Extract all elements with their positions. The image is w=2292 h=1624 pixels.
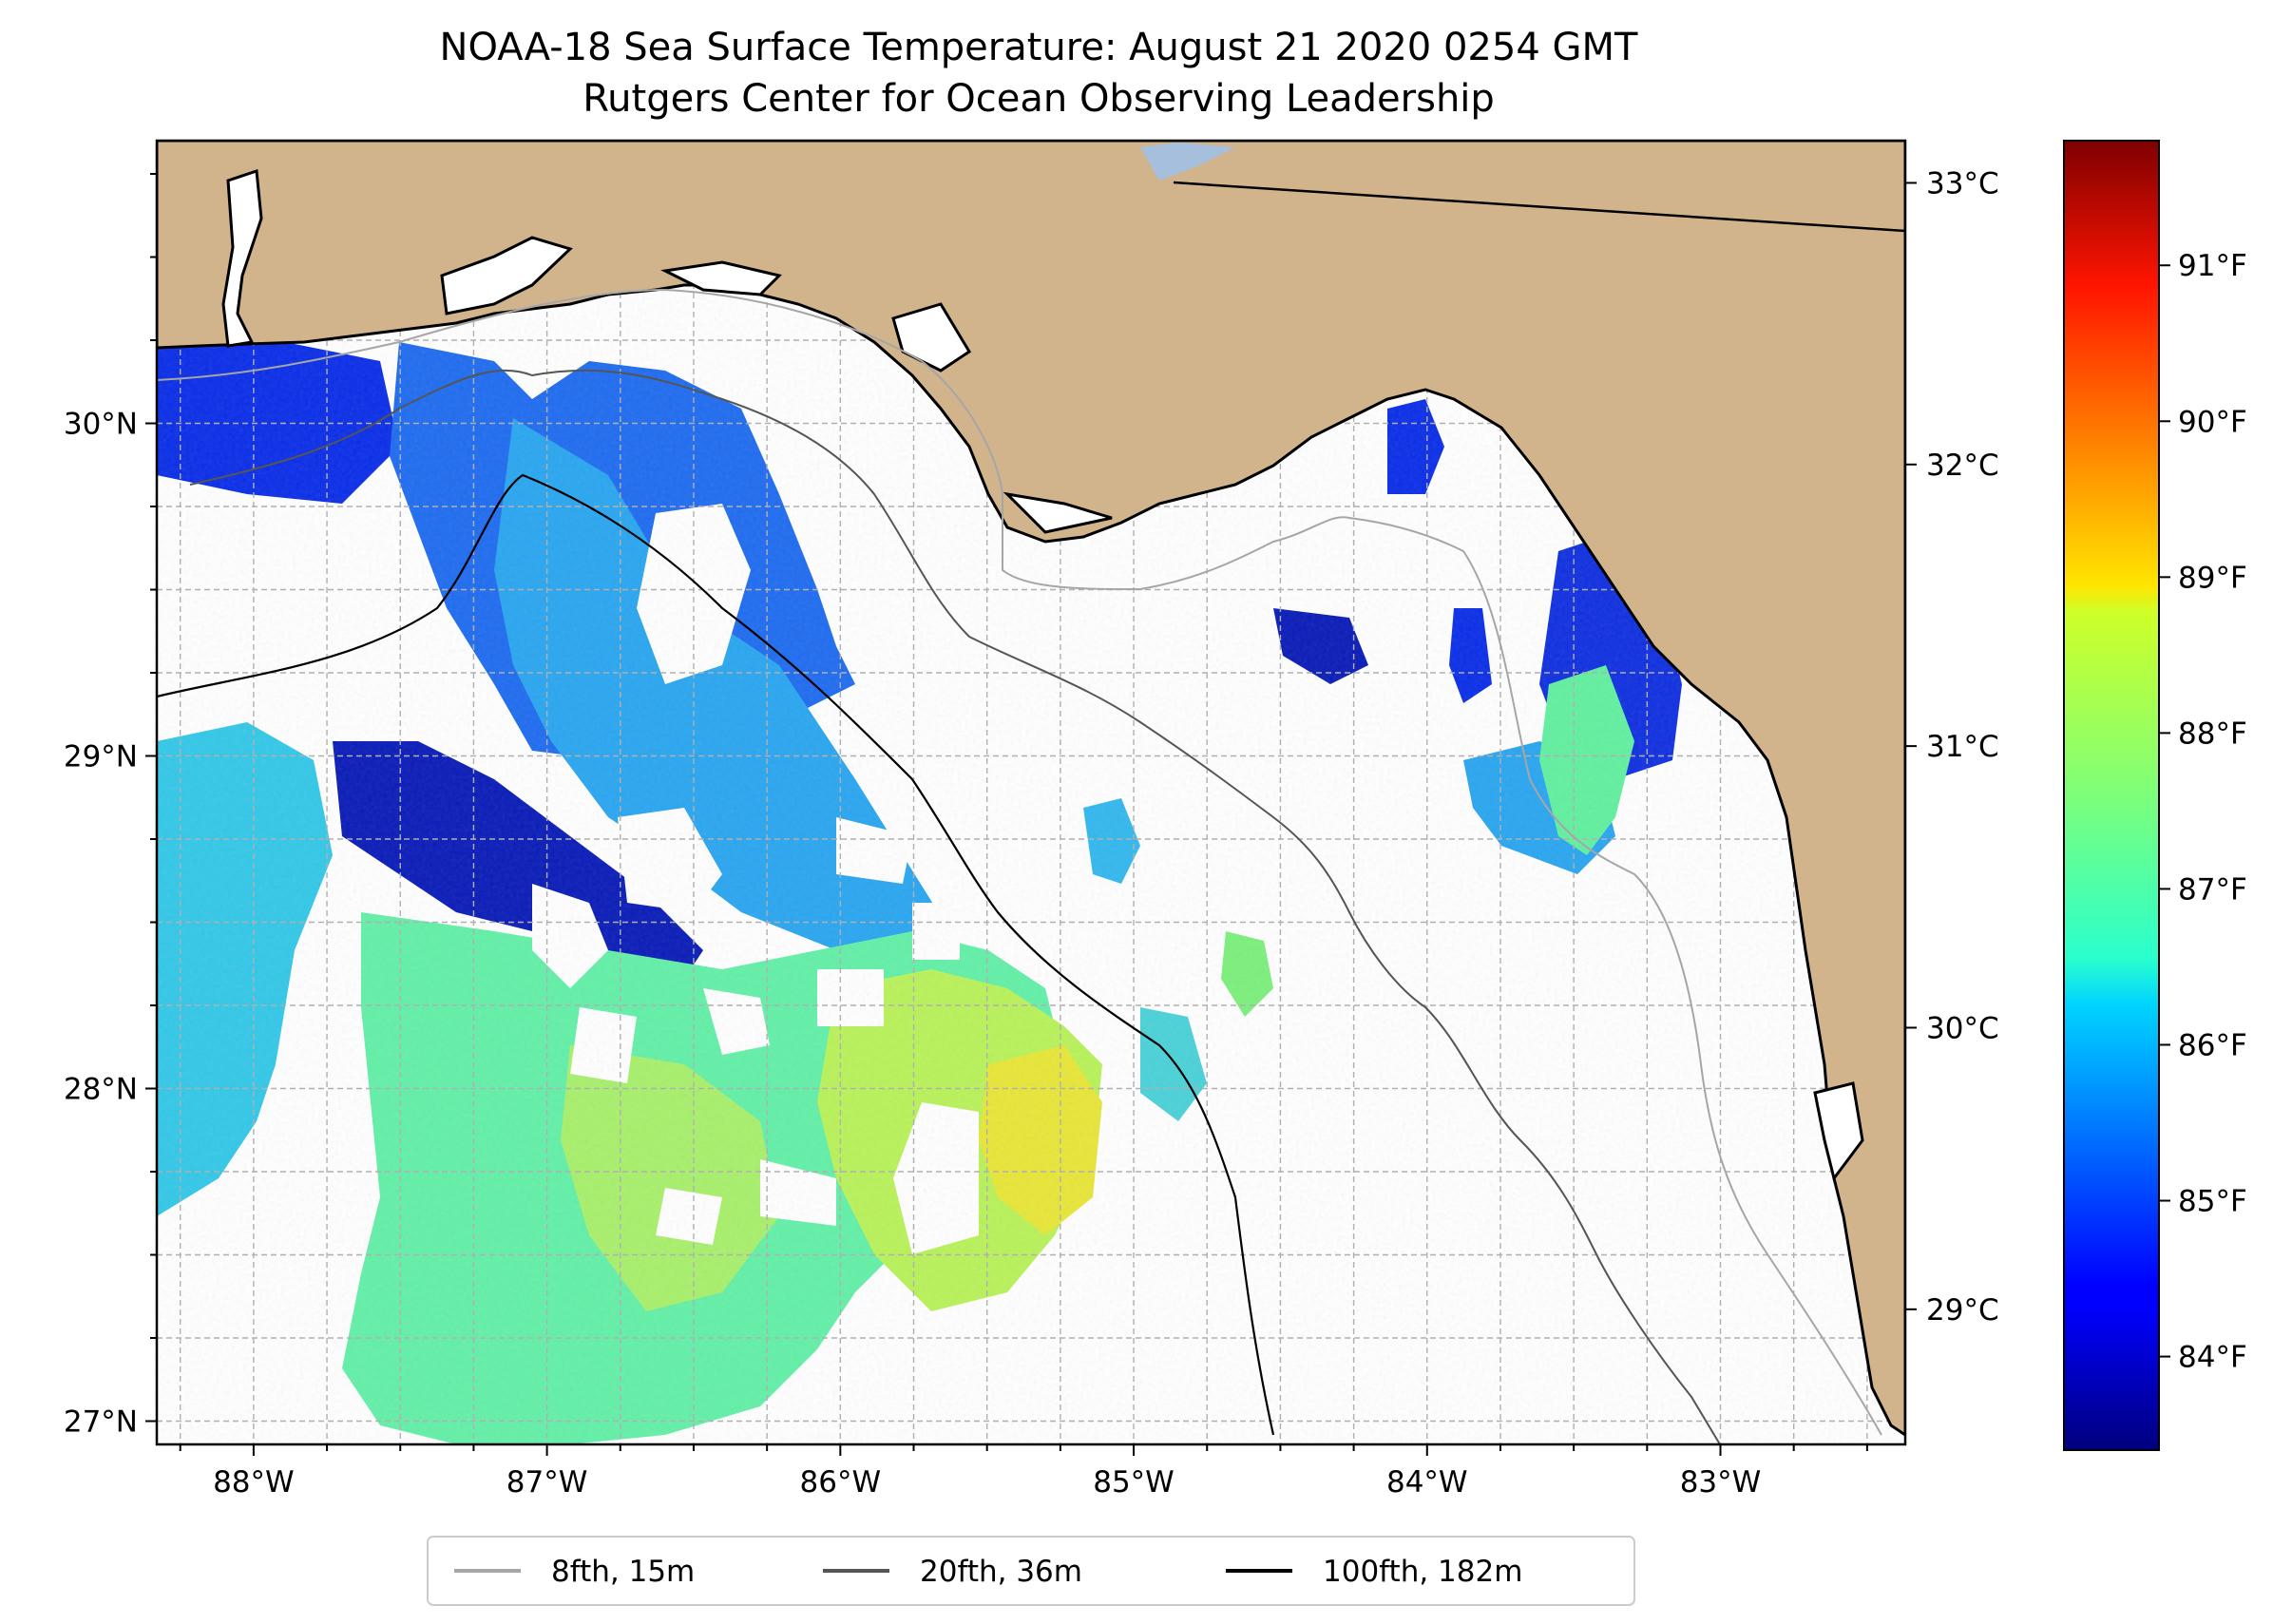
coastline-land — [157, 141, 1905, 1437]
state-border — [1173, 181, 1905, 233]
title-line-1: NOAA-18 Sea Surface Temperature: August … — [440, 26, 1638, 69]
isobaths — [157, 288, 1882, 1444]
colorbar: 29°C 30°C 31°C 32°C 33°C 84°F 85°F 86°F 87°F 88°… — [1905, 140, 2247, 1451]
map-frame — [155, 139, 1907, 1446]
celsius-tick-label: 33°C — [1926, 166, 1999, 201]
celsius-tick-label: 29°C — [1926, 1293, 1999, 1328]
title-line-2: Rutgers Center for Ocean Observing Leade… — [583, 77, 1495, 121]
y-axis: 27°N 28°N 29°N 30°N — [64, 173, 157, 1440]
x-tick-label: 86°W — [800, 1465, 882, 1500]
mobile-bay — [221, 168, 263, 348]
celsius-tick-label: 31°C — [1926, 730, 1999, 764]
x-tick-label: 83°W — [1680, 1465, 1762, 1500]
fahrenheit-tick-label: 90°F — [2178, 405, 2247, 439]
isobath-8fth-15m — [157, 288, 1882, 1436]
isobath-100fth-182m — [157, 473, 1275, 1436]
pensacola-bay — [440, 236, 573, 315]
isobath-20fth-36m — [189, 369, 1721, 1444]
fahrenheit-tick-label: 89°F — [2178, 561, 2247, 595]
tampa-bay — [1813, 1081, 1864, 1182]
land-layer — [157, 141, 1905, 1437]
choctawhatchee-bay — [660, 260, 782, 296]
fahrenheit-tick-label: 87°F — [2178, 872, 2247, 907]
x-tick-label: 85°W — [1093, 1465, 1175, 1500]
fahrenheit-tick-label: 86°F — [2178, 1028, 2247, 1062]
lake-seminole — [1140, 143, 1235, 181]
apalachicola-bay — [1003, 491, 1113, 534]
colorbar-gradient — [2063, 140, 2160, 1451]
celsius-tick-label: 30°C — [1926, 1011, 1999, 1045]
fahrenheit-tick-label: 85°F — [2178, 1185, 2247, 1219]
colorbar-fahrenheit-axis: 84°F 85°F 86°F 87°F 88°F 89°F 90°F 91°F — [2159, 249, 2247, 1375]
legend-label: 20fth, 36m — [920, 1555, 1082, 1589]
x-tick-label: 84°W — [1386, 1465, 1468, 1500]
y-tick-label: 29°N — [64, 740, 138, 774]
x-tick-label: 87°W — [506, 1465, 588, 1500]
fahrenheit-tick-label: 84°F — [2178, 1341, 2247, 1375]
fahrenheit-tick-label: 88°F — [2178, 716, 2247, 751]
y-tick-label: 28°N — [64, 1073, 138, 1107]
legend-box — [427, 1536, 1635, 1606]
fahrenheit-tick-label: 91°F — [2178, 249, 2247, 283]
y-tick-label: 30°N — [64, 408, 138, 442]
colorbar-celsius-axis: 29°C 30°C 31°C 32°C 33°C — [1905, 166, 1999, 1328]
gridlines — [157, 141, 1905, 1444]
map-panel: 88°W 87°W 86°W 85°W 84°W 83°W 27°N 28°N 29°N 30°… — [64, 139, 1907, 1500]
st-andrew-bay — [891, 302, 972, 373]
y-tick-label: 27°N — [64, 1405, 138, 1440]
legend-label: 100fth, 182m — [1323, 1555, 1522, 1589]
x-axis: 88°W 87°W 86°W 85°W 84°W 83°W — [179, 1444, 1868, 1500]
celsius-tick-label: 32°C — [1926, 449, 1999, 483]
legend-label: 8fth, 15m — [551, 1555, 695, 1589]
x-tick-label: 88°W — [213, 1465, 295, 1500]
legend: 8fth, 15m 20fth, 36m 100fth, 182m — [427, 1536, 1635, 1606]
